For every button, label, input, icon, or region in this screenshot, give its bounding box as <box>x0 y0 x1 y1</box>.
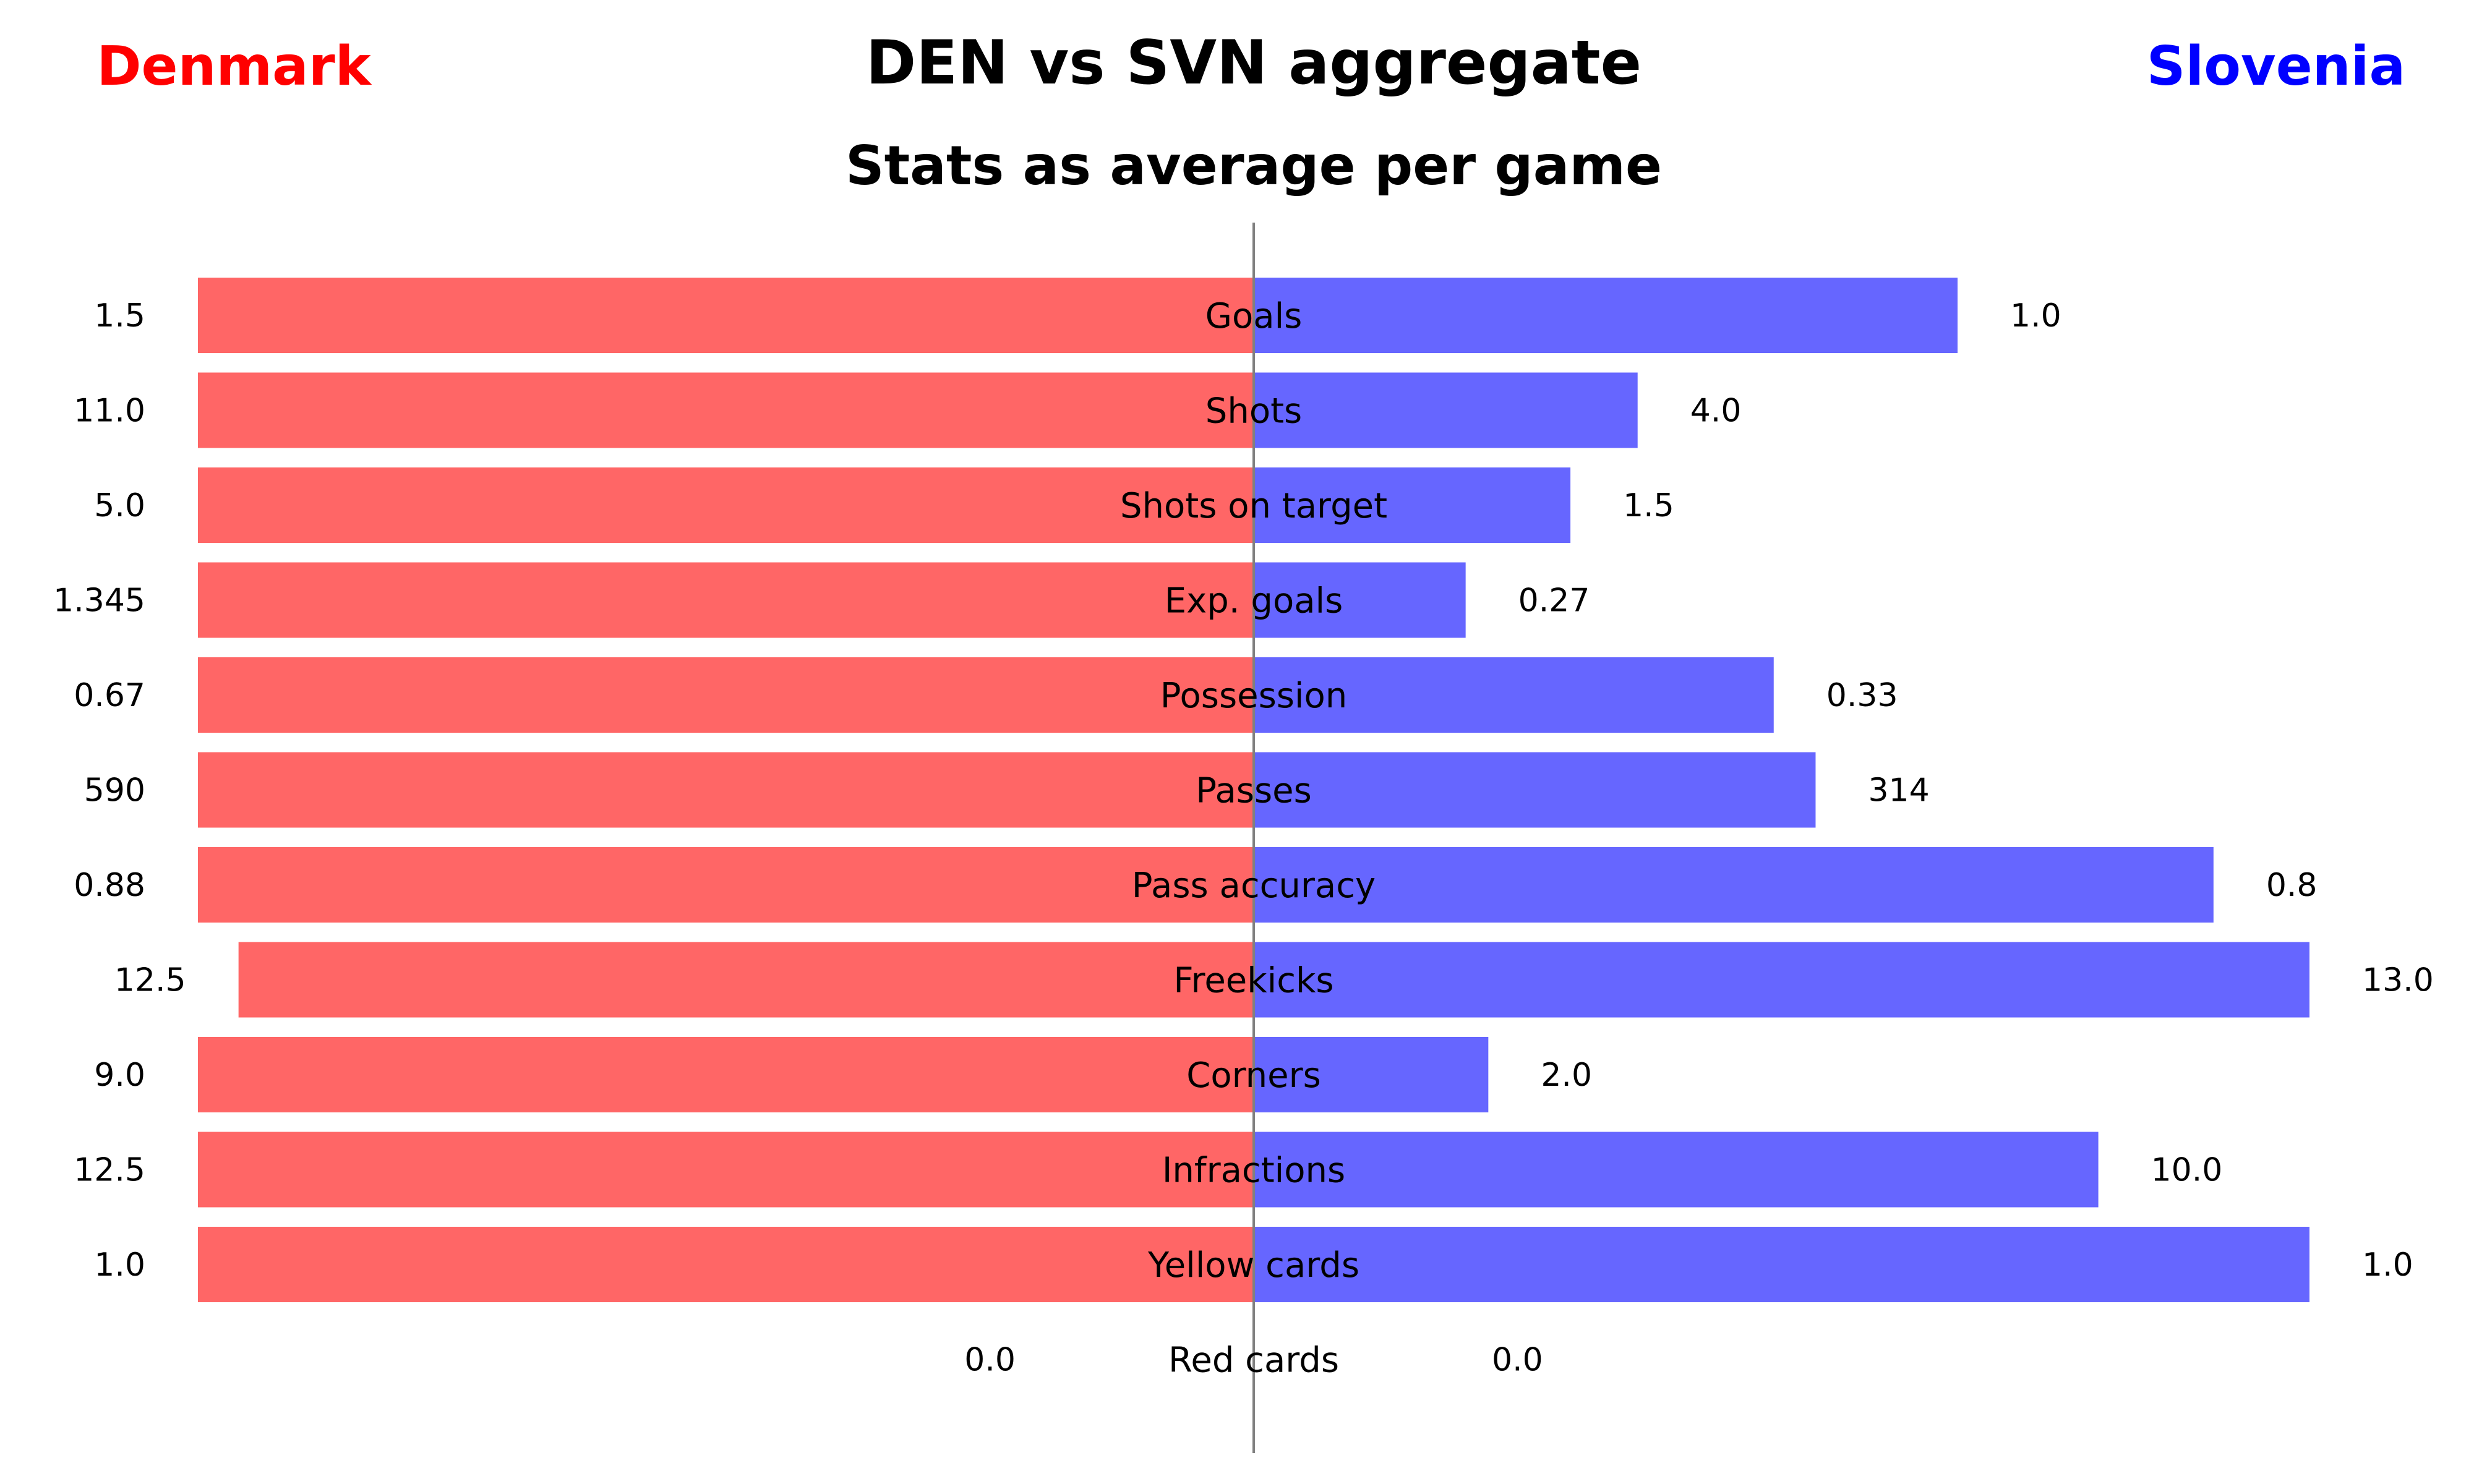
left-team-title: Denmark <box>96 35 372 98</box>
bar-left-pass-accuracy <box>198 847 1254 923</box>
bar-right-pass-accuracy <box>1254 847 2214 923</box>
category-label-freekicks: Freekicks <box>1173 961 1333 1001</box>
bar-right-freekicks <box>1254 942 2309 1018</box>
value-label-left-shots: 11.0 <box>74 393 145 430</box>
value-label-left-freekicks: 12.5 <box>114 962 186 999</box>
bar-right-shots <box>1254 372 1638 448</box>
value-label-left-shots-on-target: 5.0 <box>94 487 145 524</box>
bar-left-exp-goals <box>198 562 1254 638</box>
labels-layer: Goals 1.5 1.0 Shots 11.0 4.0 Shots on target 5.… <box>53 296 2434 1381</box>
value-label-right-passes: 314 <box>1868 772 1929 809</box>
value-label-right-infractions: 10.0 <box>2151 1152 2223 1189</box>
bar-right-goals <box>1254 278 1958 353</box>
category-label-shots-on-target: Shots on target <box>1120 486 1387 526</box>
category-label-pass-accuracy: Pass accuracy <box>1132 866 1376 906</box>
bars-layer <box>198 278 2309 1302</box>
category-label-red-cards: Red cards <box>1168 1341 1339 1381</box>
bar-left-freekicks <box>238 942 1254 1018</box>
bar-left-possession <box>198 657 1254 733</box>
value-label-right-yellow-cards: 1.0 <box>2362 1247 2413 1284</box>
value-label-right-red-cards: 0.0 <box>1492 1342 1543 1379</box>
bar-right-possession <box>1254 657 1774 733</box>
category-label-yellow-cards: Yellow cards <box>1147 1245 1359 1286</box>
chart-title: DEN vs SVN aggregate <box>866 28 1641 98</box>
bar-left-corners <box>198 1037 1254 1112</box>
category-label-goals: Goals <box>1205 296 1303 336</box>
value-label-left-infractions: 12.5 <box>74 1152 145 1189</box>
category-label-exp-goals: Exp. goals <box>1165 581 1343 621</box>
value-label-left-possession: 0.67 <box>74 677 145 714</box>
category-label-corners: Corners <box>1186 1055 1321 1096</box>
category-label-passes: Passes <box>1196 771 1312 811</box>
value-label-left-corners: 9.0 <box>94 1057 145 1094</box>
value-label-right-shots-on-target: 1.5 <box>1623 487 1674 524</box>
value-label-left-red-cards: 0.0 <box>964 1342 1016 1379</box>
value-label-right-goals: 1.0 <box>2010 297 2061 335</box>
bar-left-yellow-cards <box>198 1227 1254 1302</box>
category-label-infractions: Infractions <box>1162 1151 1345 1191</box>
chart-subtitle: Stats as average per game <box>845 134 1662 197</box>
value-label-left-passes: 590 <box>84 772 145 809</box>
category-label-shots: Shots <box>1205 391 1302 432</box>
value-label-right-corners: 2.0 <box>1541 1057 1592 1094</box>
value-label-left-pass-accuracy: 0.88 <box>74 867 145 904</box>
bar-right-infractions <box>1254 1132 2099 1208</box>
value-label-left-exp-goals: 1.345 <box>53 582 145 620</box>
value-label-right-shots: 4.0 <box>1690 393 1742 430</box>
bar-left-shots-on-target <box>198 467 1254 543</box>
bar-right-shots-on-target <box>1254 467 1571 543</box>
bar-right-passes <box>1254 752 1816 828</box>
bar-right-yellow-cards <box>1254 1227 2309 1302</box>
right-team-title: Slovenia <box>2147 35 2405 98</box>
bar-left-goals <box>198 278 1254 353</box>
value-label-right-exp-goals: 0.27 <box>1518 582 1590 620</box>
bar-left-passes <box>198 752 1254 828</box>
value-label-right-pass-accuracy: 0.8 <box>2266 867 2318 904</box>
bar-left-shots <box>198 372 1254 448</box>
bar-right-corners <box>1254 1037 1489 1112</box>
bar-right-exp-goals <box>1254 562 1466 638</box>
value-label-left-yellow-cards: 1.0 <box>94 1247 145 1284</box>
value-label-right-possession: 0.33 <box>1826 677 1898 714</box>
value-label-left-goals: 1.5 <box>94 297 145 335</box>
value-label-right-freekicks: 13.0 <box>2362 962 2434 999</box>
category-label-possession: Possession <box>1160 676 1348 716</box>
bar-left-infractions <box>198 1132 1254 1208</box>
